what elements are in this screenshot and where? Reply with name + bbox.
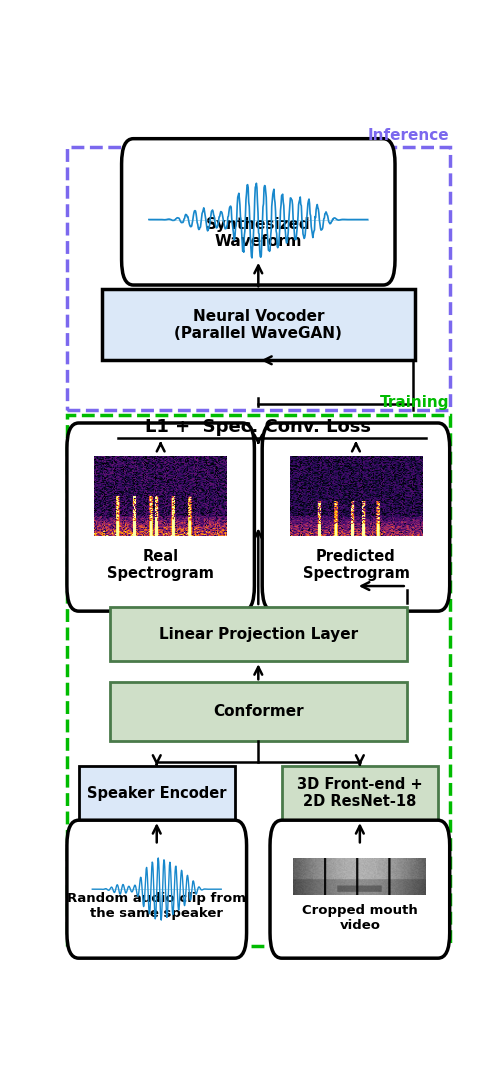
FancyBboxPatch shape — [102, 289, 414, 361]
Text: Speaker Encoder: Speaker Encoder — [87, 785, 226, 800]
FancyBboxPatch shape — [262, 424, 450, 611]
FancyBboxPatch shape — [110, 682, 407, 741]
Text: Neural Vocoder
(Parallel WaveGAN): Neural Vocoder (Parallel WaveGAN) — [174, 308, 342, 341]
Text: Training: Training — [380, 395, 450, 411]
FancyBboxPatch shape — [121, 139, 395, 285]
Text: 3D Front-end +
2D ResNet-18: 3D Front-end + 2D ResNet-18 — [297, 776, 423, 809]
Text: Real
Spectrogram: Real Spectrogram — [107, 548, 214, 581]
Text: Linear Projection Layer: Linear Projection Layer — [159, 627, 358, 642]
FancyBboxPatch shape — [110, 607, 407, 661]
FancyBboxPatch shape — [67, 424, 255, 611]
Text: L1 +  Spec. Conv. Loss: L1 + Spec. Conv. Loss — [145, 418, 371, 437]
FancyBboxPatch shape — [282, 766, 438, 820]
FancyBboxPatch shape — [67, 820, 246, 958]
Text: Inference: Inference — [368, 128, 450, 143]
Text: Synthesized
Waveform: Synthesized Waveform — [206, 216, 310, 249]
FancyBboxPatch shape — [270, 820, 450, 958]
Text: Cropped mouth
video: Cropped mouth video — [302, 904, 418, 932]
Text: Random audio clip from
the same speaker: Random audio clip from the same speaker — [67, 892, 246, 920]
Text: Conformer: Conformer — [213, 704, 303, 719]
Text: Predicted
Spectrogram: Predicted Spectrogram — [302, 548, 409, 581]
FancyBboxPatch shape — [79, 766, 235, 820]
